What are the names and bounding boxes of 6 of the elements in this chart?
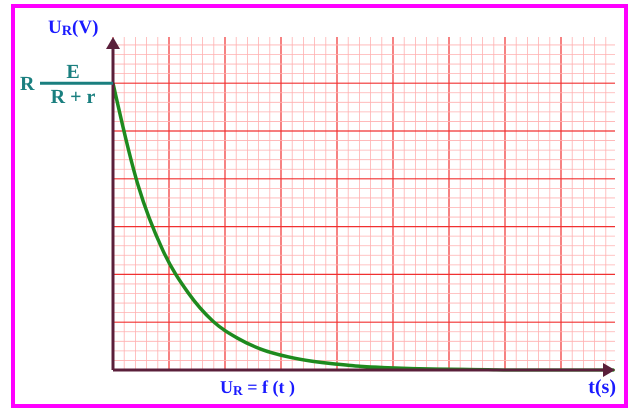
text: U$_{R}$ = f (t ) xyxy=(220,377,295,398)
text: R + r xyxy=(50,86,96,108)
text: E xyxy=(66,61,80,84)
x-axis-title: t(s) xyxy=(588,376,616,398)
y-axis-title: U$_{R}$(V) xyxy=(48,17,98,40)
text: R xyxy=(20,73,35,96)
